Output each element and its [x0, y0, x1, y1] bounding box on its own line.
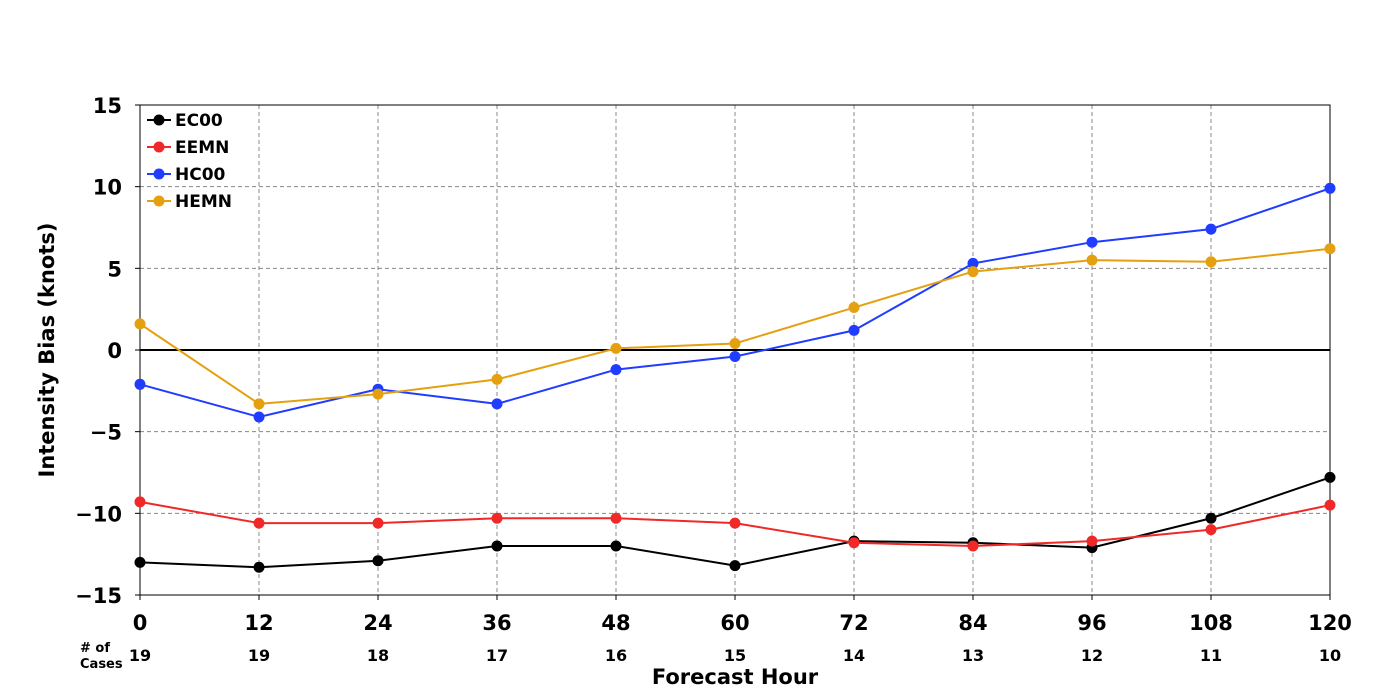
legend-marker-hc00 [153, 168, 165, 180]
y-tick-label: 5 [107, 257, 122, 281]
data-point-eemn [1086, 535, 1098, 547]
x-tick-label: 96 [1077, 611, 1106, 635]
x-tick-labels: 0 12 24 36 48 60 72 84 96 108 120 [133, 595, 1352, 635]
data-point-eemn [491, 512, 503, 524]
case-count-label: 10 [1319, 646, 1341, 665]
data-point-hc00 [848, 324, 860, 336]
data-point-hc00 [967, 257, 979, 269]
legend-label-ec00: EC00 [175, 111, 223, 131]
x-tick-label: 60 [720, 611, 749, 635]
data-point-hemn [253, 398, 265, 410]
x-tick-label: 108 [1189, 611, 1233, 635]
data-point-hc00 [491, 398, 503, 410]
x-tick-label: 48 [601, 611, 630, 635]
data-point-hc00 [1086, 236, 1098, 248]
legend-marker-hemn [153, 195, 165, 207]
x-tick-label: 72 [839, 611, 868, 635]
data-point-eemn [967, 540, 979, 552]
data-point-eemn [1324, 499, 1336, 511]
data-point-hemn [967, 266, 979, 278]
cases-header-line2: Cases [80, 657, 123, 672]
data-point-ec00 [729, 560, 741, 572]
data-point-hemn [134, 318, 146, 330]
data-point-eemn [610, 512, 622, 524]
data-point-ec00 [372, 555, 384, 567]
data-point-hemn [372, 388, 384, 400]
legend-marker-ec00 [153, 114, 165, 126]
data-point-hemn [848, 302, 860, 314]
legend-marker-eemn [153, 141, 165, 153]
legend: EC00 EEMN HC00 HEMN [147, 111, 232, 212]
case-count-label: 16 [605, 646, 627, 665]
legend-item-ec00: EC00 [147, 111, 223, 131]
series-hc00 [134, 182, 1336, 423]
case-count-label: 15 [724, 646, 746, 665]
x-tick-label: 24 [363, 611, 392, 635]
x-tick-label: 120 [1308, 611, 1352, 635]
data-point-hc00 [729, 351, 741, 363]
y-axis-title: Intensity Bias (knots) [35, 223, 59, 478]
data-point-hemn [610, 342, 622, 354]
data-point-hc00 [253, 411, 265, 423]
legend-item-eemn: EEMN [147, 138, 229, 158]
y-tick-label: −5 [90, 421, 122, 445]
series-hemn [134, 243, 1336, 410]
data-point-hc00 [134, 378, 146, 390]
data-point-eemn [729, 517, 741, 529]
data-point-eemn [372, 517, 384, 529]
x-tick-label: 84 [958, 611, 987, 635]
y-tick-label: −15 [75, 584, 122, 608]
data-point-hc00 [1205, 223, 1217, 235]
legend-label-hc00: HC00 [175, 165, 226, 185]
data-point-hemn [1324, 243, 1336, 255]
legend-label-eemn: EEMN [175, 138, 229, 158]
cases-row: 19 19 18 17 16 15 14 13 12 11 10 [129, 646, 1341, 665]
y-tick-label: 10 [93, 176, 122, 200]
data-point-eemn [1205, 524, 1217, 536]
y-tick-labels: 15 10 5 0 −5 −10 −15 [75, 94, 140, 608]
x-tick-label: 12 [244, 611, 273, 635]
data-point-ec00 [491, 540, 503, 552]
cases-header-line1: # of [80, 641, 110, 656]
data-point-ec00 [134, 556, 146, 568]
data-point-eemn [134, 496, 146, 508]
legend-item-hc00: HC00 [147, 165, 226, 185]
case-count-label: 19 [129, 646, 151, 665]
x-tick-label: 36 [482, 611, 511, 635]
legend-label-hemn: HEMN [175, 192, 232, 212]
data-point-hemn [1086, 254, 1098, 266]
case-count-label: 11 [1200, 646, 1222, 665]
data-point-ec00 [1324, 471, 1336, 483]
case-count-label: 17 [486, 646, 508, 665]
y-tick-label: 0 [107, 339, 122, 363]
data-point-ec00 [253, 561, 265, 573]
case-count-label: 18 [367, 646, 389, 665]
data-point-hc00 [610, 364, 622, 376]
legend-item-hemn: HEMN [147, 192, 232, 212]
data-point-eemn [253, 517, 265, 529]
case-count-label: 13 [962, 646, 984, 665]
series-eemn [134, 496, 1336, 552]
series-group [134, 182, 1336, 573]
data-point-eemn [848, 537, 860, 549]
case-count-label: 14 [843, 646, 865, 665]
data-point-hc00 [1324, 182, 1336, 194]
case-count-label: 12 [1081, 646, 1103, 665]
y-tick-label: −10 [75, 502, 122, 526]
data-point-ec00 [1205, 512, 1217, 524]
data-point-hemn [729, 337, 741, 349]
data-point-hemn [491, 373, 503, 385]
x-axis-title: Forecast Hour [652, 665, 819, 689]
data-point-ec00 [610, 540, 622, 552]
case-count-label: 19 [248, 646, 270, 665]
x-tick-label: 0 [133, 611, 148, 635]
y-tick-label: 15 [93, 94, 122, 118]
data-point-hemn [1205, 256, 1217, 268]
